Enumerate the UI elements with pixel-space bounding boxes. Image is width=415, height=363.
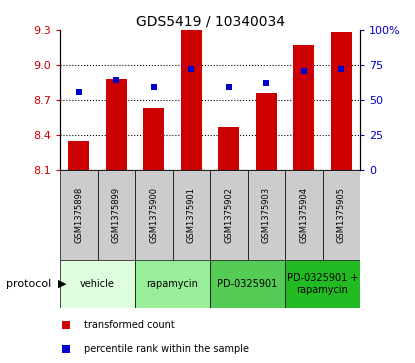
Text: PD-0325901 +
rapamycin: PD-0325901 + rapamycin — [287, 273, 358, 295]
Text: protocol: protocol — [7, 279, 52, 289]
Bar — [173, 170, 210, 260]
Text: rapamycin: rapamycin — [146, 279, 198, 289]
Text: GSM1375898: GSM1375898 — [74, 187, 83, 243]
Bar — [210, 170, 247, 260]
Bar — [322, 170, 360, 260]
Bar — [331, 32, 352, 170]
Bar — [60, 260, 135, 308]
Bar — [285, 170, 322, 260]
Text: percentile rank within the sample: percentile rank within the sample — [84, 344, 249, 354]
Bar — [247, 170, 285, 260]
Bar — [181, 30, 202, 170]
Text: GSM1375899: GSM1375899 — [112, 187, 121, 243]
Title: GDS5419 / 10340034: GDS5419 / 10340034 — [136, 15, 285, 29]
Text: GSM1375901: GSM1375901 — [187, 187, 196, 243]
Bar — [135, 170, 173, 260]
Text: GSM1375902: GSM1375902 — [224, 187, 233, 243]
Bar — [218, 127, 239, 170]
Text: vehicle: vehicle — [80, 279, 115, 289]
Text: GSM1375903: GSM1375903 — [262, 187, 271, 243]
Bar — [60, 170, 98, 260]
Text: PD-0325901: PD-0325901 — [217, 279, 278, 289]
Bar — [135, 260, 210, 308]
Bar — [285, 260, 360, 308]
Bar — [106, 79, 127, 170]
Bar — [256, 93, 276, 170]
Text: transformed count: transformed count — [84, 319, 175, 330]
Bar — [98, 170, 135, 260]
Text: GSM1375904: GSM1375904 — [299, 187, 308, 243]
Text: GSM1375905: GSM1375905 — [337, 187, 346, 243]
Bar — [210, 260, 285, 308]
Bar — [68, 141, 89, 170]
Text: GSM1375900: GSM1375900 — [149, 187, 158, 243]
Bar — [293, 45, 314, 170]
Text: ▶: ▶ — [58, 279, 66, 289]
Bar — [144, 108, 164, 170]
